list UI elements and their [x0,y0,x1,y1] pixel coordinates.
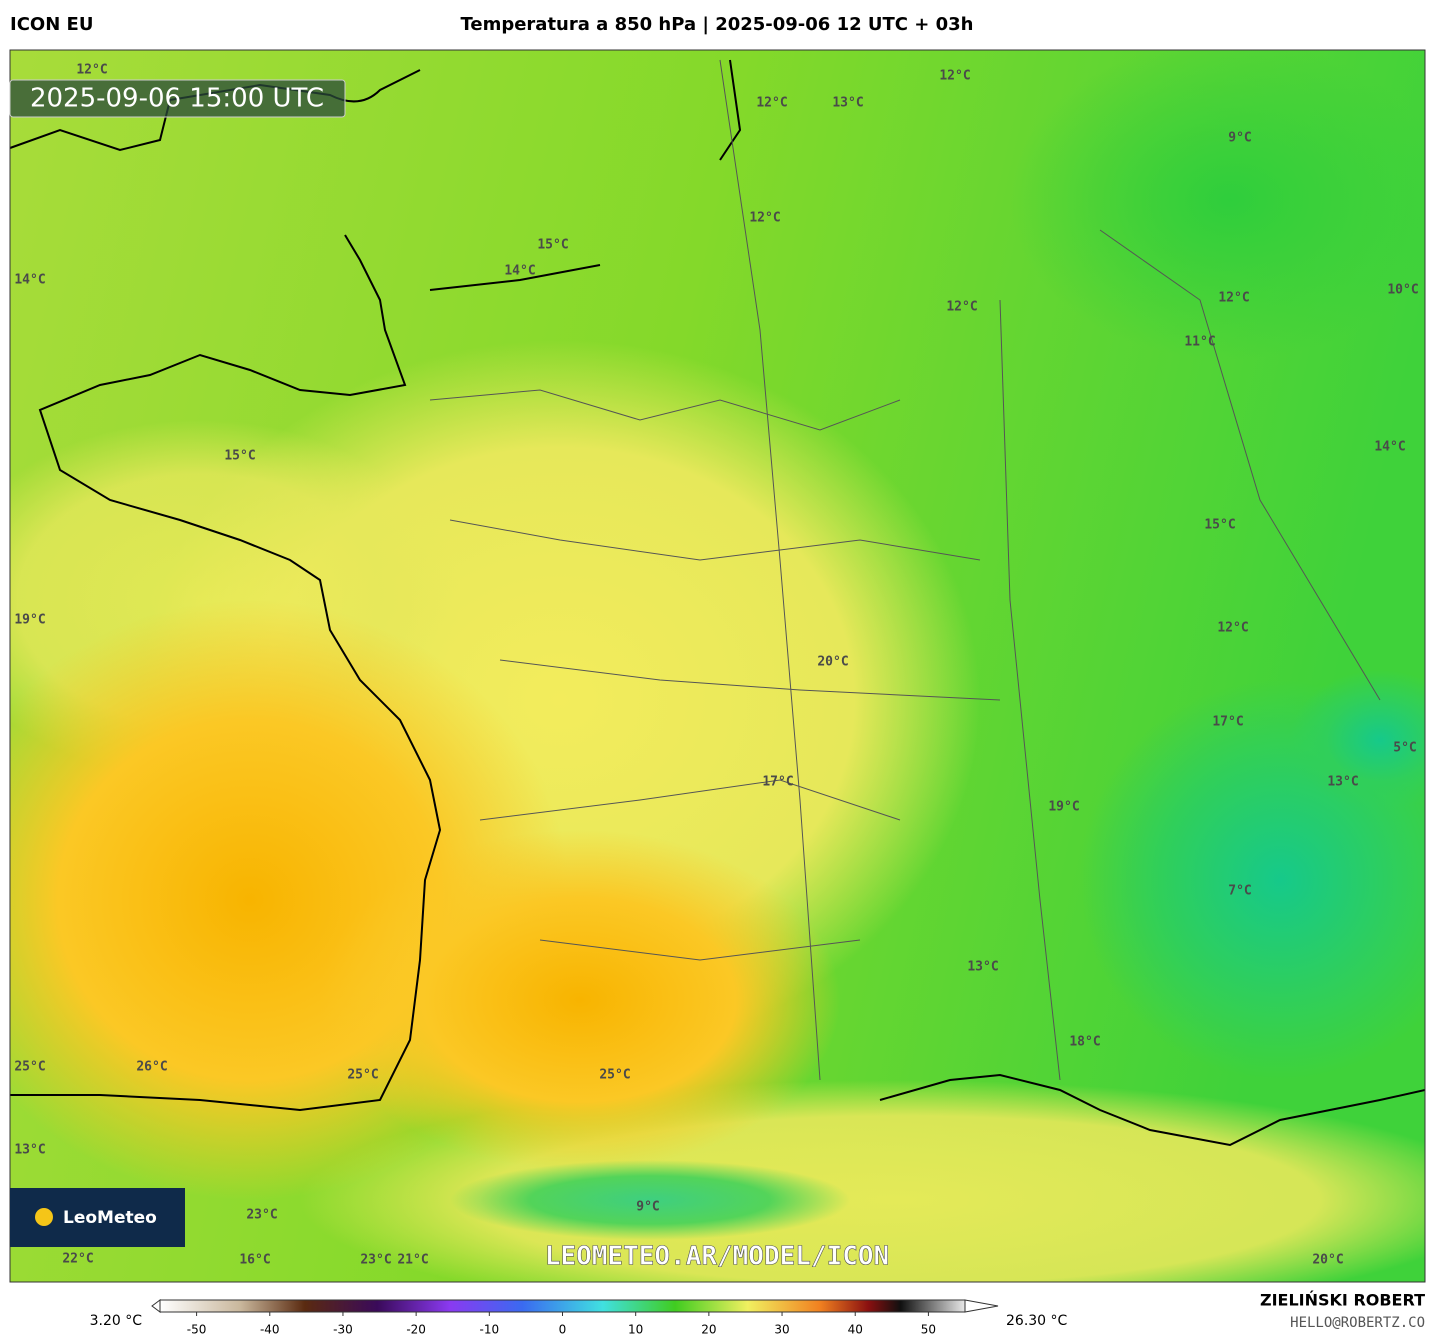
contact: HELLO@ROBERTZ.CO [1290,1315,1425,1331]
colorbar-tick-label: 40 [848,1323,863,1337]
temperature-label: 13°C [967,960,998,975]
colorbar-min: 3.20 °C [90,1313,143,1329]
temperature-label: 12°C [1217,621,1248,636]
logo-text: LeoMeteo [63,1208,157,1228]
logo-sun [35,1208,53,1226]
temperature-label: 17°C [762,775,793,790]
temperature-label: 14°C [504,264,535,279]
temperature-label: 20°C [1312,1253,1343,1268]
colorbar-tick-label: -20 [406,1323,426,1337]
author: ZIELIŃSKI ROBERT [1260,1291,1425,1310]
colorbar-tick-label: -50 [187,1323,207,1337]
colorbar-tick-label: -10 [480,1323,500,1337]
colorbar-tick-label: 50 [921,1323,936,1337]
colorbar-tick-label: -40 [260,1323,280,1337]
map-frame [9,49,1426,1283]
temperature-label: 5°C [1393,741,1416,756]
temperature-label: 25°C [14,1060,45,1075]
temperature-label: 25°C [599,1068,630,1083]
temperature-label: 25°C [347,1068,378,1083]
temperature-field [10,50,1425,1282]
temperature-label: 26°C [136,1060,167,1075]
colorbar-arrow-right [964,1299,999,1313]
temperature-label: 23°C [360,1253,391,1268]
colorbar-tick-label: 30 [774,1323,789,1337]
temperature-label: 12°C [939,69,970,84]
timestamp-box [9,79,346,118]
temperature-label: 13°C [832,96,863,111]
colorbar: -50 -40 -30 -20 -10 0 10 20 30 40 50 [151,1299,999,1337]
temperature-label: 23°C [246,1208,277,1223]
temperature-label: 13°C [14,1143,45,1158]
map-title: Temperatura a 850 hPa | 2025-09-06 12 UT… [460,14,973,35]
model-name: ICON EU [10,14,93,35]
temperature-label: 15°C [537,238,568,253]
temperature-label: 15°C [1204,518,1235,533]
temperature-label: 18°C [1069,1035,1100,1050]
temperature-label: 19°C [14,613,45,628]
colorbar-tick-label: 10 [628,1323,643,1337]
colorbar-arrow-left [151,1299,161,1313]
temperature-label: 12°C [76,63,107,78]
colorbar-tick-label: -30 [333,1323,353,1337]
colorbar-body [159,1299,966,1313]
temperature-label: 12°C [1218,291,1249,306]
temperature-label: 13°C [1327,775,1358,790]
temperature-label: 14°C [1374,440,1405,455]
timestamp: 2025-09-06 15:00 UTC [30,84,324,114]
temperature-label: 7°C [1228,884,1251,899]
temperature-label: 14°C [14,273,45,288]
colorbar-tick-label: 20 [701,1323,716,1337]
temperature-label: 12°C [749,211,780,226]
temperature-label: 12°C [756,96,787,111]
colorbar-max: 26.30 °C [1006,1313,1068,1329]
watermark: LEOMETEO.AR/MODEL/ICON [545,1242,889,1272]
temperature-label: 16°C [239,1253,270,1268]
temperature-label: 21°C [397,1253,428,1268]
temperature-label: 15°C [224,449,255,464]
colorbar-tick-label: 0 [559,1323,567,1337]
temperature-label: 10°C [1387,283,1418,298]
temperature-label: 11°C [1184,335,1215,350]
temperature-label: 22°C [62,1252,93,1267]
temperature-label: 20°C [817,655,848,670]
temperature-label: 9°C [1228,131,1251,146]
temperature-label: 17°C [1212,715,1243,730]
temperature-label: 19°C [1048,800,1079,815]
temperature-label: 9°C [636,1200,659,1215]
temperature-label: 12°C [946,300,977,315]
temperature-labels: 12°C 12°C12°C 13°C9°C12°C15°C14°C14°C12°C1… [14,63,1418,1268]
